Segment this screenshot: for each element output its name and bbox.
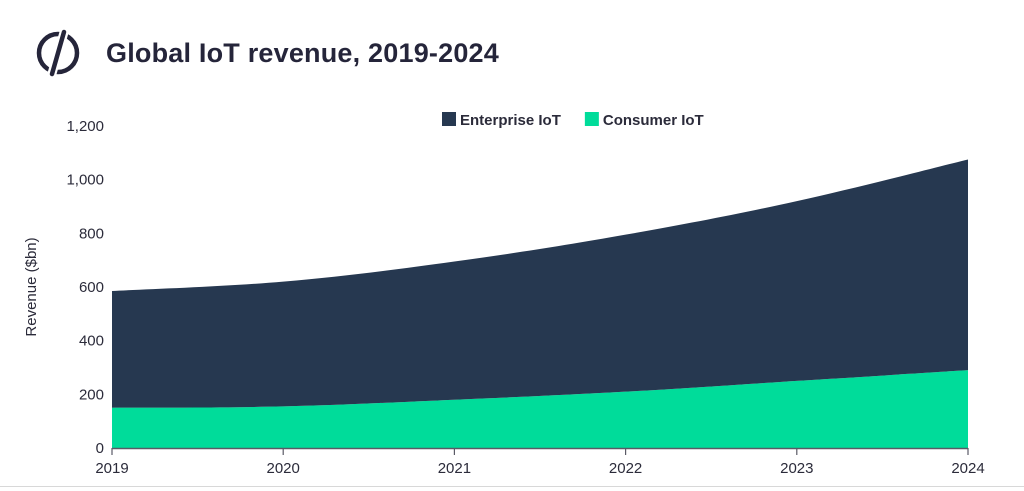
legend-label: Consumer IoT (603, 112, 704, 129)
x-tick-label: 2022 (609, 460, 642, 477)
area-series-consumer-iot (112, 370, 968, 448)
bottom-divider (0, 486, 1024, 487)
header: Global IoT revenue, 2019-2024 (32, 18, 499, 88)
x-tick-label: 2019 (95, 460, 128, 477)
y-tick-label: 400 (79, 333, 104, 350)
area-series-enterprise-iot (112, 159, 968, 408)
y-tick-label: 200 (79, 386, 104, 403)
chart-title: Global IoT revenue, 2019-2024 (106, 37, 499, 68)
y-tick-label: 0 (96, 440, 104, 457)
y-tick-label: 800 (79, 225, 104, 242)
legend-label: Enterprise IoT (460, 112, 561, 129)
x-tick-label: 2024 (951, 460, 984, 477)
y-axis-label: Revenue ($bn) (23, 237, 40, 336)
y-tick-label: 1,200 (66, 118, 104, 135)
y-tick-label: 600 (79, 279, 104, 296)
x-tick-label: 2020 (267, 460, 300, 477)
y-tick-label: 1,000 (66, 172, 104, 189)
x-tick-label: 2021 (438, 460, 471, 477)
legend-swatch (442, 112, 456, 126)
brand-logo-icon (36, 27, 80, 79)
legend-swatch (584, 112, 599, 126)
x-tick-label: 2023 (780, 460, 813, 477)
